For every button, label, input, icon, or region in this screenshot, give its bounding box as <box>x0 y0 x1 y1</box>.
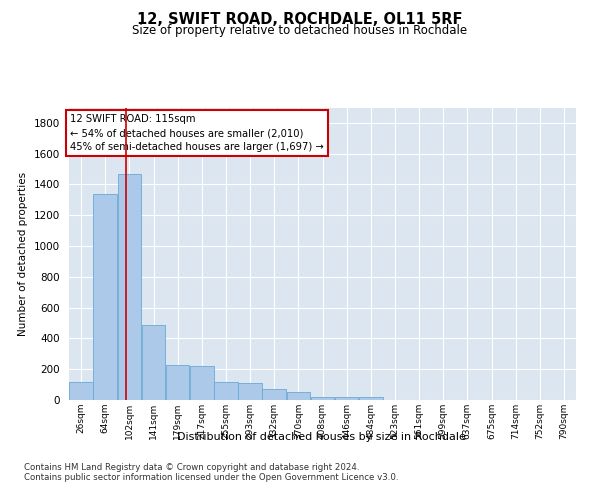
Bar <box>118 174 141 400</box>
Bar <box>214 382 238 400</box>
Bar <box>238 383 262 400</box>
Bar <box>287 392 310 400</box>
Bar <box>142 324 166 400</box>
Bar <box>262 389 286 400</box>
Text: 12 SWIFT ROAD: 115sqm
← 54% of detached houses are smaller (2,010)
45% of semi-d: 12 SWIFT ROAD: 115sqm ← 54% of detached … <box>70 114 324 152</box>
Bar <box>94 194 117 400</box>
Text: Distribution of detached houses by size in Rochdale: Distribution of detached houses by size … <box>176 432 466 442</box>
Bar <box>311 397 334 400</box>
Bar <box>335 397 358 400</box>
Y-axis label: Number of detached properties: Number of detached properties <box>18 172 28 336</box>
Text: 12, SWIFT ROAD, ROCHDALE, OL11 5RF: 12, SWIFT ROAD, ROCHDALE, OL11 5RF <box>137 12 463 28</box>
Bar <box>166 364 190 400</box>
Text: Size of property relative to detached houses in Rochdale: Size of property relative to detached ho… <box>133 24 467 37</box>
Text: Contains HM Land Registry data © Crown copyright and database right 2024.
Contai: Contains HM Land Registry data © Crown c… <box>24 462 398 482</box>
Bar <box>359 397 383 400</box>
Bar <box>190 366 214 400</box>
Bar <box>69 382 93 400</box>
